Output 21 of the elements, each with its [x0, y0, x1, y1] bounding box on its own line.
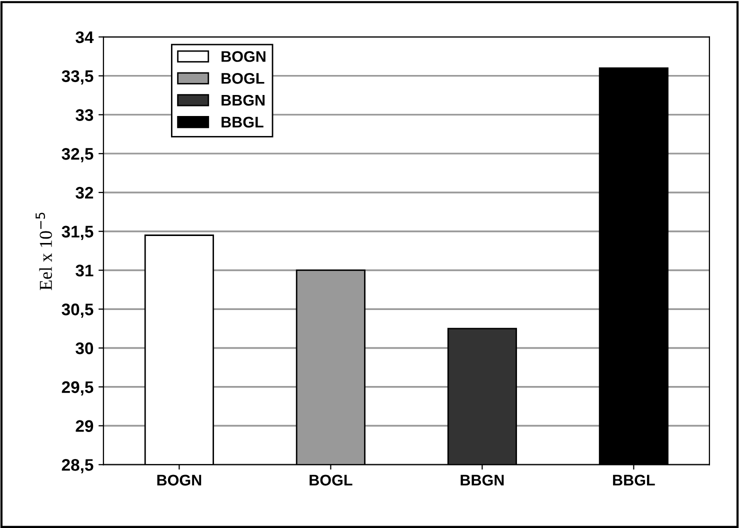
y-tick-label: 29,5	[62, 381, 94, 396]
legend-label: BBGN	[222, 94, 265, 106]
y-tick-label: 29	[76, 420, 94, 432]
y-tick-label: 34	[76, 31, 94, 44]
y-tick-label: 31,5	[62, 226, 94, 240]
y-tick-label: 28,5	[62, 459, 94, 474]
y-tick-label: 33,5	[62, 70, 94, 84]
y-tick-label: 31	[76, 264, 94, 276]
legend-label: BBGL	[222, 116, 264, 128]
x-tick-label: BBGL	[613, 474, 655, 486]
y-tick-label: 32,5	[62, 148, 94, 162]
x-tick-label: BOGL	[310, 474, 352, 486]
x-tick-label: BOGN	[157, 474, 202, 486]
y-axis-title: Eel x 10$^{−5}$	[36, 212, 52, 290]
y-tick-label: 32	[76, 186, 94, 199]
y-tick-label: 30,5	[62, 304, 94, 318]
y-tick-label: 30	[76, 342, 94, 354]
legend-label: BOGL	[222, 72, 264, 84]
x-tick-label: BBGN	[460, 474, 504, 486]
y-tick-label: 33	[76, 109, 94, 121]
legend-label: BOGN	[222, 51, 266, 62]
